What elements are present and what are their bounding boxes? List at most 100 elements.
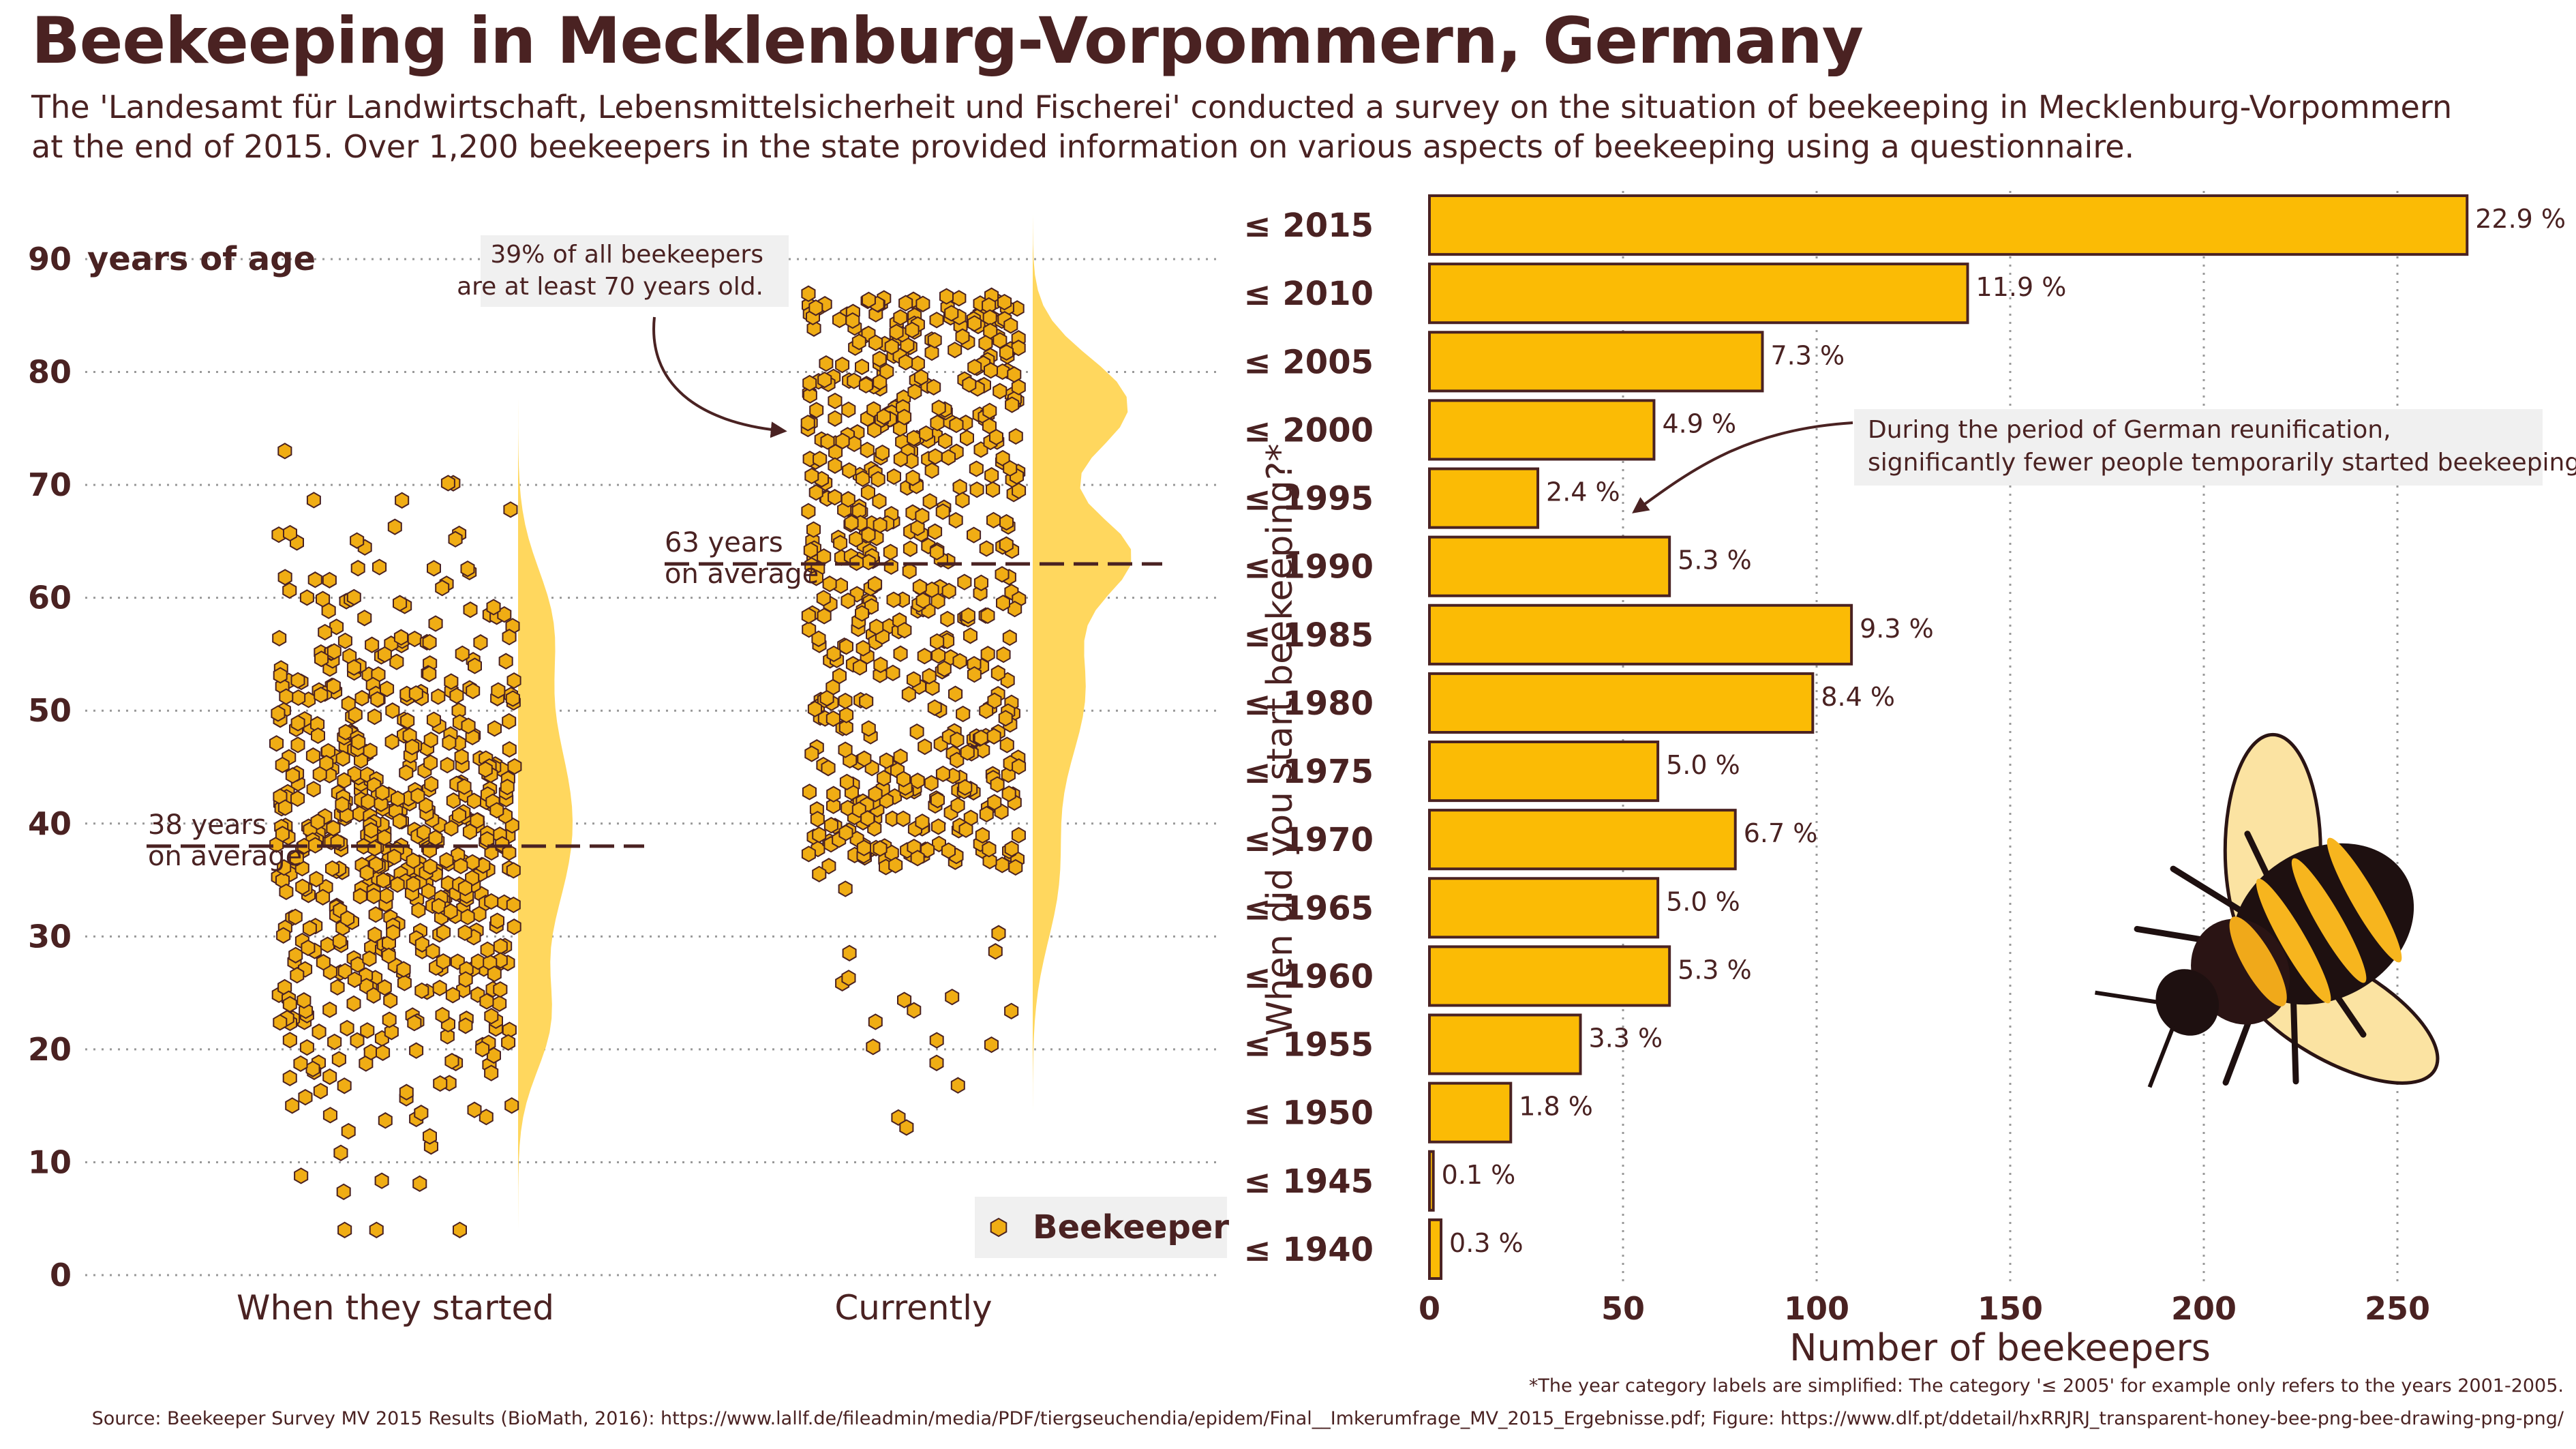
beekeeper-point <box>877 770 892 787</box>
beekeeper-point <box>320 936 335 953</box>
beekeeper-point <box>883 558 898 576</box>
beekeeper-point <box>857 750 872 767</box>
beekeeper-point <box>294 1167 309 1184</box>
y-tick-label: 50 <box>28 692 72 729</box>
beekeeper-point <box>350 560 365 577</box>
beekeeper-point <box>963 627 978 644</box>
beekeeper-point <box>861 526 876 543</box>
legend-hex-icon <box>990 1217 1007 1238</box>
beekeeper-point <box>888 856 903 874</box>
value-label: 5.3 % <box>1678 955 1752 985</box>
beekeeper-point <box>271 705 286 722</box>
annotation-box <box>1854 409 2543 486</box>
beekeeper-point <box>960 430 974 447</box>
beekeeper-point <box>326 678 341 695</box>
beekeeper-point <box>435 1006 450 1024</box>
beekeeper-point <box>956 705 971 723</box>
value-label: 8.4 % <box>1821 682 1895 712</box>
beekeeper-point <box>428 829 443 847</box>
beekeeper-point <box>927 699 942 716</box>
beekeeper-point <box>869 618 884 636</box>
beekeeper-point <box>444 1053 459 1070</box>
beekeeper-point <box>484 1008 499 1025</box>
beekeeper-point <box>1003 317 1018 334</box>
beekeeper-point <box>335 796 350 813</box>
beekeeper-point <box>435 580 450 597</box>
x-tick-label: 150 <box>1978 1290 2043 1327</box>
beekeeper-point <box>337 632 352 650</box>
beekeeper-point <box>886 468 901 486</box>
beekeeper-point <box>931 647 946 664</box>
beekeeper-point <box>340 910 355 927</box>
beekeeper-point <box>902 563 917 580</box>
beekeeper-point <box>979 702 994 719</box>
beekeeper-point <box>801 285 816 302</box>
beekeeper-point <box>922 493 937 510</box>
beekeeper-point <box>969 460 984 477</box>
beekeeper-point <box>383 992 398 1009</box>
beekeeper-point <box>907 383 922 400</box>
beekeeper-point <box>986 481 1001 498</box>
beekeeper-point <box>457 880 472 897</box>
x-tick-label: 100 <box>1784 1290 1849 1327</box>
beekeeper-point <box>452 807 467 824</box>
mean-label: on average <box>665 558 819 590</box>
beekeeper-point <box>813 451 828 468</box>
beekeeper-point <box>454 748 469 765</box>
legend-label: Beekeeper <box>1033 1208 1229 1246</box>
beekeeper-point <box>1007 366 1022 383</box>
beekeeper-point <box>423 858 438 875</box>
beekeeper-point <box>422 633 437 651</box>
beekeeper-point <box>406 876 421 893</box>
beekeeper-point <box>996 646 1011 663</box>
beekeeper-point <box>466 792 481 809</box>
beekeeper-point <box>493 938 508 955</box>
beekeeper-point <box>277 859 292 876</box>
beekeeper-point <box>322 1107 337 1124</box>
beekeeper-point <box>363 1043 378 1061</box>
beekeeper-point <box>957 573 972 591</box>
beekeeper-point <box>389 653 404 670</box>
beekeeper-point <box>461 717 476 734</box>
x-category-label: When they started <box>237 1288 554 1328</box>
beekeeper-point <box>955 328 970 345</box>
y-tick-label: 10 <box>28 1144 72 1180</box>
beekeeper-point <box>351 733 366 751</box>
category-label: ≤ 1995 <box>1243 480 1374 518</box>
beekeeper-point <box>1011 826 1026 844</box>
beekeeper-point <box>841 401 856 419</box>
beekeeper-point <box>828 392 843 410</box>
beekeeper-point <box>928 448 943 465</box>
beekeeper-point <box>832 668 847 685</box>
beekeeper-point <box>995 856 1010 873</box>
beekeeper-point <box>346 588 361 606</box>
beekeeper-point <box>445 987 460 1004</box>
beekeeper-point <box>399 1084 414 1101</box>
beekeeper-point <box>935 765 950 783</box>
beekeeper-point <box>466 683 481 700</box>
beekeeper-point <box>498 653 513 670</box>
beekeeper-point <box>302 920 317 937</box>
beekeeper-point <box>319 755 334 772</box>
category-label: ≤ 1990 <box>1243 548 1374 586</box>
beekeeper-point <box>999 344 1014 361</box>
beekeeper-point <box>919 425 934 443</box>
beekeeper-point <box>842 462 857 479</box>
beekeeper-point <box>377 979 392 996</box>
beekeeper-point <box>453 1221 467 1238</box>
beekeeper-point <box>502 713 517 730</box>
beekeeper-point <box>860 483 875 501</box>
beekeeper-point <box>948 685 963 702</box>
beekeeper-point <box>307 571 322 588</box>
density-curve <box>518 383 573 1230</box>
beekeeper-point <box>856 839 871 856</box>
beekeeper-point <box>886 591 901 608</box>
beekeeper-point <box>960 744 975 761</box>
beekeeper-point <box>470 812 485 829</box>
beekeeper-point <box>416 824 431 841</box>
beekeeper-point <box>297 992 312 1009</box>
beekeeper-point <box>322 571 337 588</box>
value-label: 4.9 % <box>1662 408 1736 438</box>
beekeeper-point <box>282 1069 297 1087</box>
